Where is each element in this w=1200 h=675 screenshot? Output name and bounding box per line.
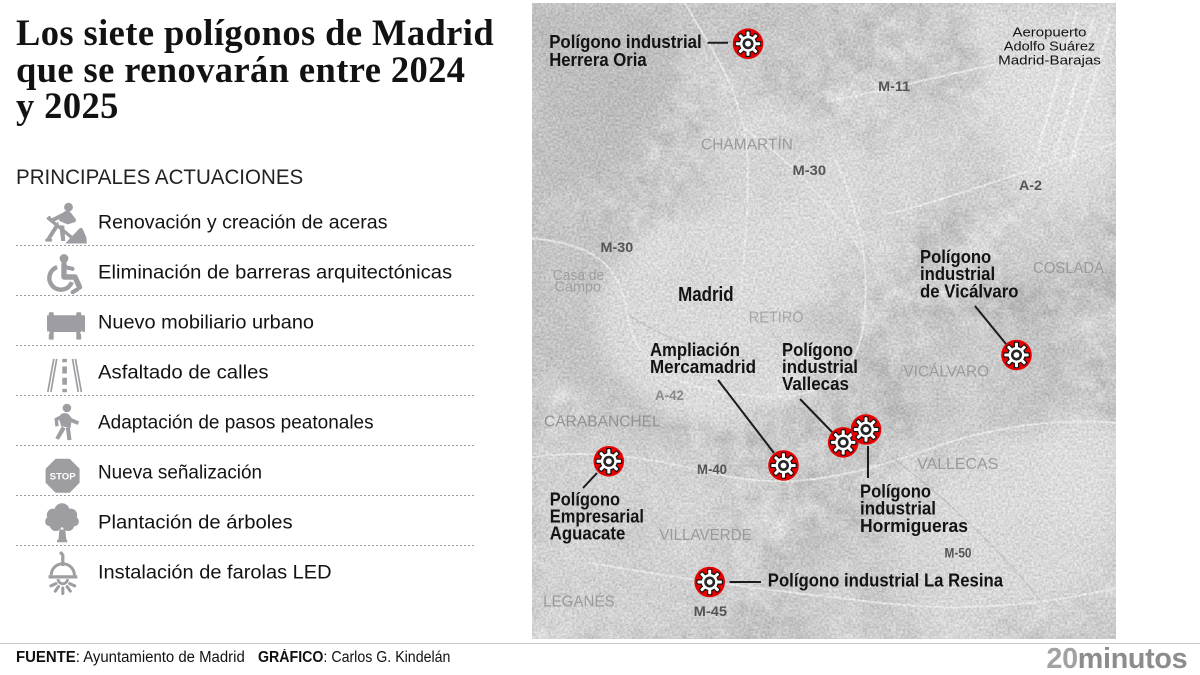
svg-text:Empresarial: Empresarial	[550, 507, 644, 527]
svg-text:Polígono: Polígono	[860, 482, 931, 502]
svg-text:STOP: STOP	[50, 471, 77, 482]
svg-text:A-42: A-42	[655, 387, 684, 403]
svg-text:CHAMARTÍN: CHAMARTÍN	[701, 137, 793, 154]
svg-text:CARABANCHEL: CARABANCHEL	[544, 414, 661, 431]
svg-text:Herrera Oria: Herrera Oria	[549, 50, 647, 70]
svg-text:Casa de: Casa de	[553, 268, 604, 284]
svg-text:M-30: M-30	[601, 239, 634, 255]
svg-text:A-2: A-2	[1019, 177, 1042, 193]
svg-text:Polígono: Polígono	[550, 490, 620, 510]
svg-text:VICÁLVARO: VICÁLVARO	[904, 363, 990, 380]
svg-text:M-45: M-45	[694, 603, 728, 619]
svg-text:LEGANÉS: LEGANÉS	[543, 594, 615, 611]
svg-text:Polígono industrial: Polígono industrial	[549, 32, 702, 52]
svg-text:Vallecas: Vallecas	[782, 374, 849, 394]
svg-text:VALLECAS: VALLECAS	[917, 456, 998, 473]
svg-text:Adolfo Suárez: Adolfo Suárez	[1004, 39, 1095, 54]
svg-text:RETIRO: RETIRO	[749, 310, 804, 327]
svg-text:Madrid-Barajas: Madrid-Barajas	[998, 53, 1101, 68]
svg-text:Aguacate: Aguacate	[550, 524, 626, 544]
svg-text:Hormigueras: Hormigueras	[860, 516, 968, 536]
svg-text:M-30: M-30	[793, 162, 827, 178]
svg-text:Mercamadrid: Mercamadrid	[650, 357, 756, 377]
svg-text:industrial: industrial	[860, 499, 936, 519]
svg-text:M-11: M-11	[878, 78, 910, 94]
svg-text:VILLAVERDE: VILLAVERDE	[659, 527, 751, 544]
svg-text:COSLADA: COSLADA	[1033, 260, 1105, 277]
svg-text:industrial: industrial	[920, 264, 995, 284]
svg-text:Polígono: Polígono	[782, 340, 853, 360]
svg-text:Ampliación: Ampliación	[650, 340, 740, 360]
svg-text:M-40: M-40	[697, 461, 727, 477]
svg-text:Polígono: Polígono	[920, 247, 991, 267]
svg-text:Campo: Campo	[555, 280, 602, 296]
svg-text:Polígono industrial La Resina: Polígono industrial La Resina	[768, 571, 1004, 591]
svg-text:de Vicálvaro: de Vicálvaro	[920, 282, 1019, 302]
svg-text:M-50: M-50	[945, 545, 972, 561]
svg-text:Aeropuerto: Aeropuerto	[1013, 24, 1087, 39]
svg-text:Madrid: Madrid	[678, 284, 734, 306]
svg-text:industrial: industrial	[782, 357, 858, 377]
